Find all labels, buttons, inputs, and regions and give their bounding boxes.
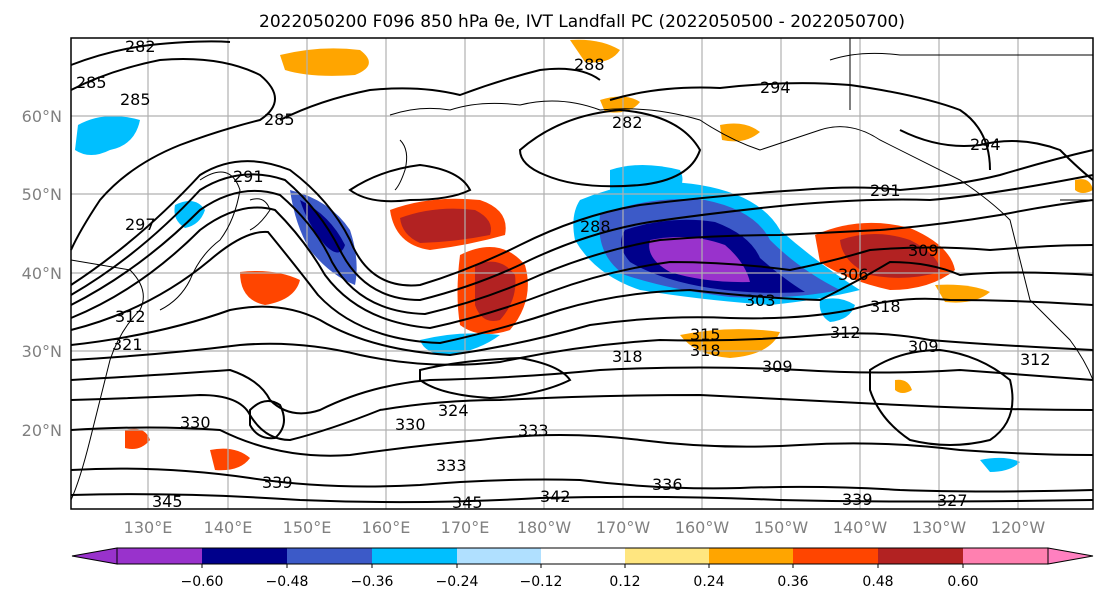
contour-label: 315 — [690, 325, 721, 344]
contour-label: 345 — [152, 492, 183, 511]
lon-tick-label: 180°W — [517, 518, 572, 537]
contour-label: 333 — [518, 421, 549, 440]
contour-label: 318 — [690, 341, 721, 360]
contour-label: 312 — [830, 323, 861, 342]
colorbar-extend-low — [71, 547, 118, 565]
colorbar-tick-label: −0.36 — [351, 574, 394, 590]
contour-label: 339 — [262, 473, 293, 492]
colorbar-tick-label: 0.36 — [777, 574, 808, 590]
colorbar-tick-label: −0.24 — [436, 574, 479, 590]
lon-tick-labels: 130°E 140°E 150°E 160°E 170°E 180°W 170°… — [124, 518, 1046, 537]
colorbar-swatch — [202, 548, 287, 564]
colorbar-tick-label: 0.48 — [862, 574, 893, 590]
colorbar-swatch — [541, 548, 625, 564]
contour-label: 288 — [574, 55, 605, 74]
colorbar-swatch — [878, 548, 963, 564]
colorbar-tick-label: −0.60 — [181, 574, 224, 590]
lat-tick-label: 40°N — [22, 264, 62, 283]
lon-tick-label: 160°W — [675, 518, 730, 537]
lon-tick-label: 150°W — [754, 518, 809, 537]
lat-tick-label: 20°N — [22, 421, 62, 440]
colorbar-swatch — [793, 548, 878, 564]
contour-label: 303 — [745, 291, 776, 310]
lon-tick-label: 140°W — [833, 518, 888, 537]
contour-label: 345 — [452, 493, 483, 512]
colorbar-tick-label: −0.12 — [520, 574, 563, 590]
colorbar-swatch — [117, 548, 202, 564]
lat-tick-label: 60°N — [22, 107, 62, 126]
contour-label: 297 — [125, 215, 156, 234]
colorbar: −0.60 −0.48 −0.36 −0.24 −0.12 0.12 0.24 … — [71, 547, 1094, 590]
colorbar-frame — [116, 547, 1049, 565]
colorbar-swatch — [963, 548, 1048, 564]
contour-label: 330 — [180, 413, 211, 432]
contour-label: 291 — [233, 167, 264, 186]
colorbar-swatch — [625, 548, 709, 564]
contour-label: 339 — [842, 490, 873, 509]
contour-label: 288 — [580, 217, 611, 236]
lon-tick-label: 160°E — [362, 518, 411, 537]
colorbar-swatch — [287, 548, 372, 564]
contour-label: 333 — [436, 456, 467, 475]
figure-title: 2022050200 F096 850 hPa θe, IVT Landfall… — [259, 12, 905, 32]
contour-label: 285 — [76, 73, 107, 92]
lon-tick-label: 130°W — [912, 518, 967, 537]
contour-label: 342 — [540, 487, 571, 506]
contour-label: 309 — [762, 357, 793, 376]
contour-label: 285 — [120, 90, 151, 109]
contour-label: 318 — [612, 347, 643, 366]
contour-label: 327 — [937, 491, 968, 510]
map-frame — [70, 37, 1094, 510]
map-panel: 282 285 285 285 291 288 294 282 294 291 … — [70, 37, 1094, 512]
contour-label: 282 — [125, 37, 156, 56]
contour-label: 294 — [760, 78, 791, 97]
contour-label: 312 — [115, 307, 146, 326]
contour-label: 309 — [908, 337, 939, 356]
lon-tick-label: 150°E — [283, 518, 332, 537]
lat-tick-label: 50°N — [22, 185, 62, 204]
colorbar-tick-label: 0.12 — [609, 574, 640, 590]
lat-tick-label: 30°N — [22, 342, 62, 361]
colorbar-swatch — [372, 548, 457, 564]
colorbar-extend-high — [1047, 547, 1094, 565]
contour-labels: 282 285 285 285 291 288 294 282 294 291 … — [76, 37, 1051, 512]
contour-label: 306 — [838, 265, 869, 284]
contour-label: 309 — [908, 241, 939, 260]
lon-tick-label: 170°W — [596, 518, 651, 537]
contour-label: 312 — [1020, 350, 1051, 369]
contour-label: 291 — [870, 181, 901, 200]
contour-label: 330 — [395, 415, 426, 434]
lon-tick-label: 170°E — [441, 518, 490, 537]
colorbar-tick-label: −0.48 — [266, 574, 309, 590]
colorbar-tick-label: 0.60 — [947, 574, 978, 590]
contour-label: 324 — [438, 401, 469, 420]
lat-tick-labels: 60°N 50°N 40°N 30°N 20°N — [22, 107, 62, 440]
colorbar-tick-label: 0.24 — [693, 574, 724, 590]
theta-e-contours — [70, 40, 1094, 504]
contour-label: 285 — [264, 110, 295, 129]
contour-label: 282 — [612, 113, 643, 132]
contour-label: 336 — [652, 475, 683, 494]
lon-tick-label: 140°E — [204, 518, 253, 537]
lon-tick-label: 120°W — [991, 518, 1046, 537]
lon-tick-label: 130°E — [124, 518, 173, 537]
contour-label: 294 — [970, 135, 1001, 154]
contour-label: 318 — [870, 297, 901, 316]
colorbar-swatch — [457, 548, 541, 564]
contour-label: 321 — [112, 335, 143, 354]
colorbar-swatch — [709, 548, 793, 564]
